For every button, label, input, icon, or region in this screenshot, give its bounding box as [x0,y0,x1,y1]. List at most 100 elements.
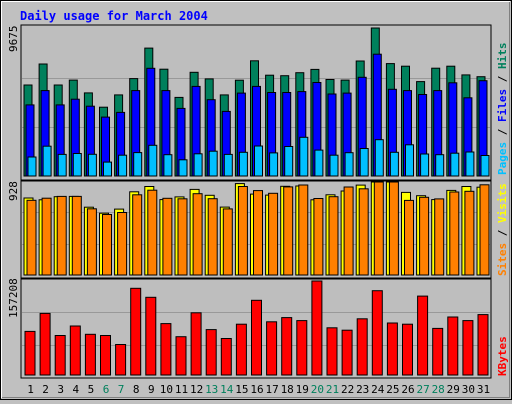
legend-sep-3: / [496,223,509,243]
kbytes-bar-18 [281,317,293,376]
legend-visits: Visits [496,183,509,223]
sites-bar-23 [358,188,369,276]
legend-kbytes: KBytes [496,336,509,376]
day-label-5: 5 [88,383,95,396]
kbytes-bar-11 [175,336,187,376]
kbytes-bar-9 [145,296,157,376]
kbytes-bar-29 [447,316,459,376]
pages-bar-24 [374,139,384,177]
sites-bar-26 [404,199,414,276]
chart-title: Daily usage for March 2004 [20,9,208,23]
day-label-11: 11 [175,383,188,396]
chart-bars [23,27,490,376]
legend-sep-2: / [496,69,509,89]
pages-bar-25 [389,151,399,177]
day-label-13: 13 [205,383,218,396]
sites-bar-1 [26,199,37,276]
pages-bar-8 [133,152,143,177]
legend-files: Files [496,89,509,122]
kbytes-bar-17 [266,321,278,376]
pages-bar-26 [405,144,414,177]
pages-bar-31 [480,155,490,177]
day-label-14: 14 [220,383,234,396]
sites-bar-29 [449,191,460,276]
day-label-8: 8 [133,383,140,396]
day-label-19: 19 [296,383,309,396]
sites-bar-13 [207,198,218,276]
sites-bar-31 [479,184,490,276]
kbytes-y-max-label: 157208 [7,278,20,318]
kbytes-bar-24 [371,290,383,376]
sites-bar-25 [388,181,399,276]
day-label-20: 20 [311,383,324,396]
pages-bar-4 [72,153,82,177]
sites-bar-4 [71,195,82,276]
kbytes-bar-27 [417,295,429,376]
kbytes-bar-14 [220,338,232,376]
kbytes-bar-6 [100,335,111,376]
day-label-28: 28 [432,383,445,396]
kbytes-bar-5 [84,333,96,376]
sites-bar-18 [283,186,294,276]
kbytes-bar-21 [326,327,338,376]
kbytes-bar-20 [311,280,323,376]
kbytes-bar-4 [69,325,81,376]
sites-bar-3 [56,195,67,276]
day-label-9: 9 [148,383,155,396]
day-label-23: 23 [356,383,369,396]
sites-bar-17 [268,192,279,276]
day-label-22: 22 [341,383,354,396]
kbytes-bar-19 [296,320,308,376]
pages-bar-1 [27,156,37,177]
pages-bar-10 [163,154,173,177]
pages-bar-30 [465,151,475,177]
pages-bar-23 [359,148,369,177]
day-label-10: 10 [160,383,173,396]
pages-bar-17 [269,152,279,177]
day-label-30: 30 [462,383,475,396]
day-label-15: 15 [235,383,248,396]
pages-bar-5 [87,153,97,177]
day-label-12: 12 [190,383,203,396]
sites-bar-5 [86,208,97,276]
kbytes-bar-2 [39,312,51,376]
sites-bar-2 [41,197,52,276]
sites-bar-28 [434,198,445,276]
visits-legend: Sites / Visits [496,183,509,276]
pages-bar-21 [329,154,339,177]
pages-bar-29 [450,152,460,177]
pages-bar-22 [344,152,354,177]
day-label-7: 7 [118,383,125,396]
legend-hits: Hits [496,43,509,70]
sites-bar-6 [102,214,112,276]
pages-bar-28 [435,154,445,177]
legend-sep-1: / [496,122,509,142]
kbytes-bar-1 [24,330,36,376]
sites-bar-21 [328,196,339,276]
day-labels: 1 2 3 4 5 6 7 8 9 10 11 12 13 14 15 16 17 18 19 20 21 22 23 24 2… [27,383,490,396]
day-label-31: 31 [477,383,490,396]
sites-bar-7 [117,212,128,276]
kbytes-bar-22 [341,329,353,376]
sites-bar-11 [177,198,188,276]
kbytes-bar-26 [402,323,413,376]
kbytes-bar-28 [432,327,444,376]
day-label-6: 6 [103,383,110,396]
day-label-27: 27 [416,383,429,396]
kbytes-bar-10 [160,323,172,376]
sites-bar-16 [253,190,263,276]
pages-bar-18 [284,146,294,177]
day-label-16: 16 [250,383,263,396]
hits-y-max-label: 9675 [7,26,20,53]
pages-bar-19 [299,136,309,177]
kbytes-bar-7 [115,344,127,376]
kbytes-bar-23 [356,318,368,376]
day-label-18: 18 [281,383,294,396]
pages-bar-27 [420,153,430,177]
sites-bar-19 [298,184,309,276]
kbytes-bar-15 [235,323,247,376]
sites-bar-22 [343,186,354,276]
day-label-26: 26 [401,383,414,396]
kbytes-bar-8 [130,287,142,376]
